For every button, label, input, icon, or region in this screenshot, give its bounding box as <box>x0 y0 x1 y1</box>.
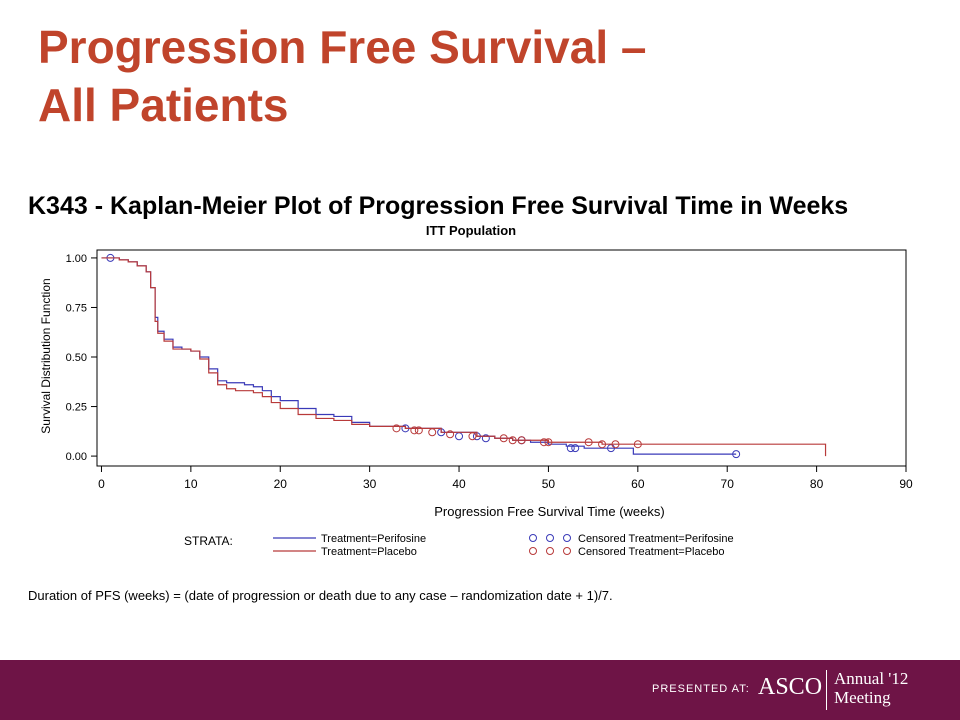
legend-label-1: Treatment=Placebo <box>321 546 417 558</box>
x-tick-label: 80 <box>810 477 824 491</box>
chart-subtitle: ITT Population <box>425 223 517 238</box>
censor-marker-0 <box>732 450 741 459</box>
x-tick-label: 40 <box>452 477 466 491</box>
x-tick-label: 10 <box>184 477 198 491</box>
censor-marker-1 <box>598 440 607 449</box>
logo-divider <box>826 670 827 710</box>
chart-title: K343 - Kaplan-Meier Plot of Progression … <box>28 192 849 220</box>
censor-marker-0 <box>481 434 490 443</box>
y-tick-label: 1.00 <box>66 253 87 265</box>
legend-censor-marker-1 <box>563 547 571 555</box>
censor-marker-1 <box>410 426 419 435</box>
censor-marker-1 <box>611 440 620 449</box>
asco-logo: ASCO <box>758 674 823 700</box>
x-tick-label: 20 <box>274 477 288 491</box>
slide-title-line1: Progression Free Survival – <box>38 21 647 73</box>
legend-censor-marker-0 <box>546 534 554 542</box>
legend-title: STRATA: <box>184 534 233 548</box>
censor-marker-1 <box>428 428 437 437</box>
x-axis-label: Progression Free Survival Time (weeks) <box>434 504 664 519</box>
annual-meeting-logo: Annual '12 Meeting <box>834 669 908 707</box>
censor-marker-1 <box>584 438 593 447</box>
slide-title-line2: All Patients <box>38 79 289 131</box>
censor-marker-1 <box>499 434 508 443</box>
y-axis-label: Survival Distribution Function <box>39 278 53 433</box>
series-line-0 <box>101 257 737 455</box>
censor-marker-1 <box>517 436 526 445</box>
censor-marker-0 <box>566 444 575 453</box>
legend-censor-label-0: Censored Treatment=Perifosine <box>578 533 734 545</box>
meeting-logo-line2: Meeting <box>834 688 891 707</box>
censor-marker-1 <box>539 438 548 447</box>
censor-marker-1 <box>468 432 477 441</box>
censor-marker-1 <box>414 426 423 435</box>
y-tick-label: 0.75 <box>66 302 87 314</box>
presented-at-label: PRESENTED AT: <box>652 683 750 695</box>
censor-marker-1 <box>544 438 553 447</box>
series-line-1 <box>101 257 827 457</box>
y-tick-label: 0.50 <box>66 352 87 364</box>
footer-bar: PRESENTED AT: ASCO Annual '12 Meeting <box>0 660 960 720</box>
legend-censor-marker-0 <box>563 534 571 542</box>
legend-censor-marker-1 <box>529 547 537 555</box>
legend-censor-label-1: Censored Treatment=Placebo <box>578 546 724 558</box>
x-tick-label: 50 <box>542 477 556 491</box>
censor-marker-0 <box>571 444 580 453</box>
x-tick-label: 30 <box>363 477 377 491</box>
meeting-logo-line1: Annual '12 <box>834 669 909 688</box>
censor-marker-1 <box>508 436 517 445</box>
censor-marker-0 <box>455 432 464 441</box>
y-tick-label: 0.25 <box>66 402 87 414</box>
plot-frame <box>96 249 907 467</box>
censor-marker-1 <box>392 424 401 433</box>
legend-label-0: Treatment=Perifosine <box>321 533 426 545</box>
x-tick-label: 90 <box>899 477 913 491</box>
slide-title: Progression Free Survival – All Patients <box>38 18 898 134</box>
legend-censor-marker-0 <box>529 534 537 542</box>
censor-marker-1 <box>633 440 642 449</box>
legend-censor-marker-1 <box>546 547 554 555</box>
footnote: Duration of PFS (weeks) = (date of progr… <box>28 588 613 603</box>
censor-marker-1 <box>446 430 455 439</box>
x-tick-label: 0 <box>98 477 105 491</box>
x-tick-label: 70 <box>721 477 735 491</box>
x-tick-label: 60 <box>631 477 645 491</box>
y-tick-label: 0.00 <box>66 451 87 463</box>
